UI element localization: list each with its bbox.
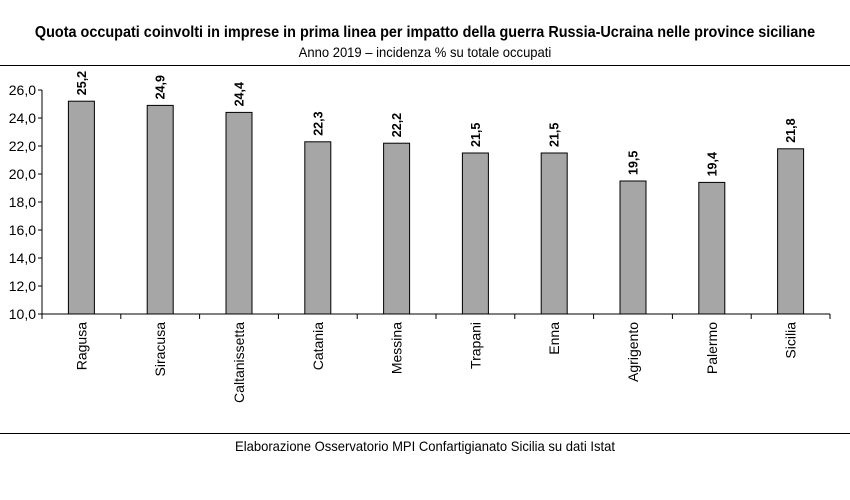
data-label: 22,2 <box>390 113 404 137</box>
bar <box>777 148 805 315</box>
x-tick-label: Catania <box>310 322 326 370</box>
bar <box>146 104 174 315</box>
y-tick-label: 14,0 <box>9 250 36 266</box>
x-tick-label: Palermo <box>704 322 720 374</box>
chart-subtitle: Anno 2019 – incidenza % su totale occupa… <box>298 44 552 60</box>
x-tick-label: Messina <box>389 322 405 374</box>
top-divider <box>0 65 850 66</box>
y-tick-label: 18,0 <box>9 194 36 210</box>
x-tick-label: Enna <box>546 322 562 355</box>
x-tick-label: Sicilia <box>783 322 799 359</box>
bar <box>619 180 647 315</box>
x-tick-label: Ragusa <box>73 322 89 370</box>
bar <box>698 181 726 315</box>
y-tick-label: 10,0 <box>9 306 36 322</box>
chart-title: Quota occupati coinvolti in imprese in p… <box>34 24 816 41</box>
y-tick-label: 16,0 <box>9 222 36 238</box>
y-tick-label: 12,0 <box>9 278 36 294</box>
bar <box>225 111 253 315</box>
y-tick-label: 22,0 <box>9 138 36 154</box>
data-label: 22,3 <box>311 111 325 135</box>
chart-source: Elaborazione Osservatorio MPI Confartigi… <box>235 438 615 454</box>
data-label: 19,5 <box>627 151 641 175</box>
y-tick-label: 24,0 <box>9 110 36 126</box>
x-tick-label: Siracusa <box>152 322 168 377</box>
y-tick-label: 26,0 <box>9 82 36 98</box>
bar <box>304 141 332 315</box>
x-tick-label: Agrigento <box>625 322 641 382</box>
data-label: 21,5 <box>469 123 483 147</box>
bar <box>461 152 489 315</box>
bar <box>383 142 411 315</box>
bottom-divider <box>0 433 850 434</box>
data-label: 21,8 <box>784 118 798 142</box>
data-label: 25,2 <box>75 71 89 95</box>
y-tick-label: 20,0 <box>9 166 36 182</box>
x-tick-label: Caltanissetta <box>231 322 247 403</box>
bar <box>540 152 568 315</box>
data-label: 24,4 <box>233 82 247 106</box>
data-label: 24,9 <box>154 75 168 99</box>
x-tick-label: Trapani <box>467 322 483 369</box>
bar <box>67 100 95 315</box>
data-label: 19,4 <box>705 152 719 176</box>
data-label: 21,5 <box>548 123 562 147</box>
